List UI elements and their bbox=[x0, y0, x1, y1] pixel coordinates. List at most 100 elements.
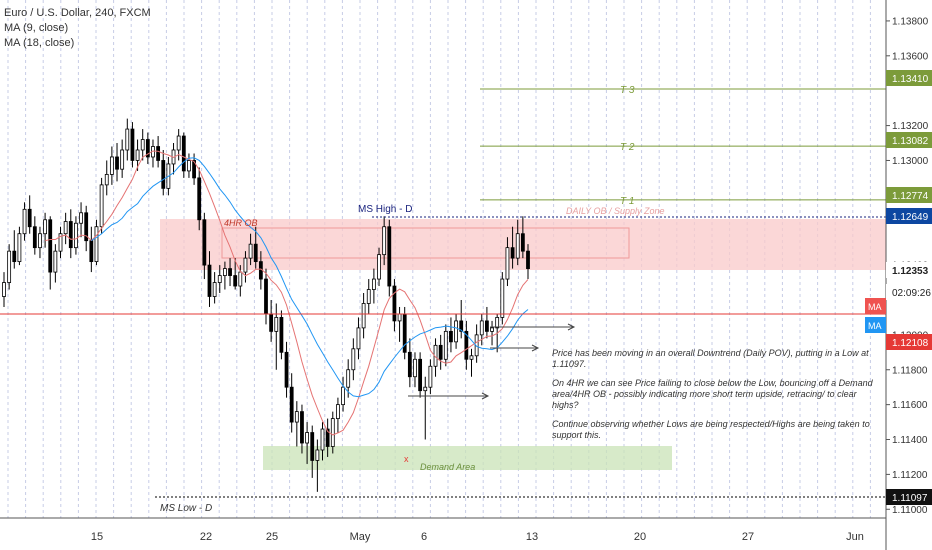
note-paragraph-1: Price has been moving in an overall Down… bbox=[552, 348, 869, 369]
candle-down bbox=[387, 226, 392, 287]
candle-up bbox=[330, 418, 335, 447]
price-label-bg bbox=[886, 132, 932, 148]
note-paragraph-3: Continue observing whether Lows are bein… bbox=[552, 419, 870, 440]
candle-down bbox=[27, 208, 32, 228]
candle-up bbox=[341, 386, 345, 406]
candle-down bbox=[520, 233, 525, 252]
candles bbox=[2, 118, 530, 492]
time-tick-label: 20 bbox=[634, 531, 646, 543]
candle-down bbox=[459, 320, 464, 332]
price-label-bg bbox=[886, 208, 932, 224]
candle-up bbox=[22, 208, 27, 235]
candle-up bbox=[356, 327, 361, 350]
time-tick-label: Jun bbox=[846, 531, 864, 543]
candle-up bbox=[382, 226, 387, 256]
candle-down bbox=[264, 278, 268, 315]
price-label-bg bbox=[886, 262, 932, 278]
candle-up bbox=[238, 271, 243, 287]
analysis-note: Price has been moving in an overall Down… bbox=[552, 348, 882, 449]
candle-up bbox=[469, 355, 474, 360]
candle-down bbox=[192, 160, 196, 179]
price-label-target: 1.13082 bbox=[892, 136, 929, 147]
candle-down bbox=[284, 351, 289, 388]
candle-up bbox=[125, 128, 130, 151]
candle-up bbox=[135, 149, 140, 161]
candle-down bbox=[464, 330, 469, 360]
ma-tag-fast-bg bbox=[865, 298, 886, 314]
time-tick-label: 15 bbox=[91, 531, 103, 543]
time-tick-label: 27 bbox=[742, 531, 754, 543]
candle-up bbox=[500, 278, 505, 318]
demand-zone bbox=[263, 446, 672, 470]
candle-down bbox=[438, 344, 443, 360]
candle-down bbox=[269, 313, 274, 332]
candle-up bbox=[515, 233, 520, 259]
price-label-red: 1.12108 bbox=[892, 338, 929, 349]
candle-down bbox=[392, 285, 397, 322]
candle-up bbox=[2, 282, 6, 297]
candle-up bbox=[336, 404, 340, 419]
candle-down bbox=[130, 128, 135, 161]
candle-up bbox=[53, 250, 58, 273]
ma-tag-fast: MA bbox=[868, 302, 882, 312]
candle-up bbox=[495, 317, 500, 329]
candle-up bbox=[351, 348, 356, 371]
price-tick-label: 1.11000 bbox=[892, 505, 928, 516]
candle-down bbox=[449, 330, 453, 343]
price-label-bg bbox=[886, 284, 932, 300]
price-label-current: 1.12353 bbox=[892, 266, 929, 277]
supply-zone-label: DAILY OB / Supply Zone bbox=[566, 206, 665, 216]
candle-up bbox=[346, 369, 351, 388]
note-paragraph-2: On 4HR we can see Price failing to close… bbox=[552, 378, 873, 410]
candle-up bbox=[74, 222, 78, 249]
candle-up bbox=[443, 330, 448, 360]
candle-up bbox=[58, 233, 63, 252]
candle-up bbox=[7, 250, 12, 283]
price-axis: 1.138001.136001.132001.130001.128001.124… bbox=[865, 0, 932, 550]
time-tick-label: 25 bbox=[266, 531, 278, 543]
candle-down bbox=[12, 250, 17, 263]
candle-up bbox=[109, 156, 114, 175]
candle-down bbox=[253, 243, 258, 263]
candle-up bbox=[79, 212, 83, 224]
price-tick-label: 1.13800 bbox=[892, 16, 929, 27]
candle-up bbox=[243, 257, 248, 273]
candle-down bbox=[156, 146, 161, 161]
candle-up bbox=[413, 358, 417, 378]
ma-fast-line bbox=[44, 150, 529, 436]
candle-up bbox=[187, 160, 191, 172]
candle-down bbox=[84, 212, 89, 242]
candle-up bbox=[274, 317, 279, 332]
candle-up bbox=[17, 233, 22, 263]
candle-up bbox=[371, 278, 376, 290]
legend-ma-fast[interactable]: MA (9, close) bbox=[4, 22, 69, 34]
price-tick-label: 1.13200 bbox=[892, 121, 929, 132]
ms-low-label: MS Low - D bbox=[160, 503, 212, 514]
candle-up bbox=[305, 432, 309, 444]
candle-up bbox=[366, 289, 371, 304]
candle-up bbox=[120, 149, 125, 170]
candle-up bbox=[377, 254, 381, 280]
price-label-target: 1.12774 bbox=[892, 191, 929, 202]
candle-up bbox=[361, 303, 366, 329]
price-tick-label: 1.13600 bbox=[892, 51, 929, 62]
legend-symbol[interactable]: Euro / U.S. Dollar, 240, FXCM bbox=[4, 7, 151, 19]
candle-down bbox=[289, 386, 294, 423]
price-label-bg bbox=[886, 187, 932, 203]
ms-high-label: MS High - D bbox=[358, 204, 412, 215]
arrow-head bbox=[567, 323, 576, 331]
ma-tag-slow-bg bbox=[865, 317, 886, 333]
arrow-head bbox=[531, 344, 540, 352]
candle-up bbox=[140, 139, 145, 151]
candle-up bbox=[248, 243, 253, 259]
legend-ma-slow[interactable]: MA (18, close) bbox=[4, 37, 75, 49]
candle-up bbox=[397, 313, 402, 322]
candle-down bbox=[202, 219, 207, 266]
price-tick-label: 1.11200 bbox=[892, 470, 928, 481]
candle-up bbox=[176, 135, 181, 151]
candle-down bbox=[407, 351, 412, 378]
ob-box bbox=[221, 227, 630, 259]
